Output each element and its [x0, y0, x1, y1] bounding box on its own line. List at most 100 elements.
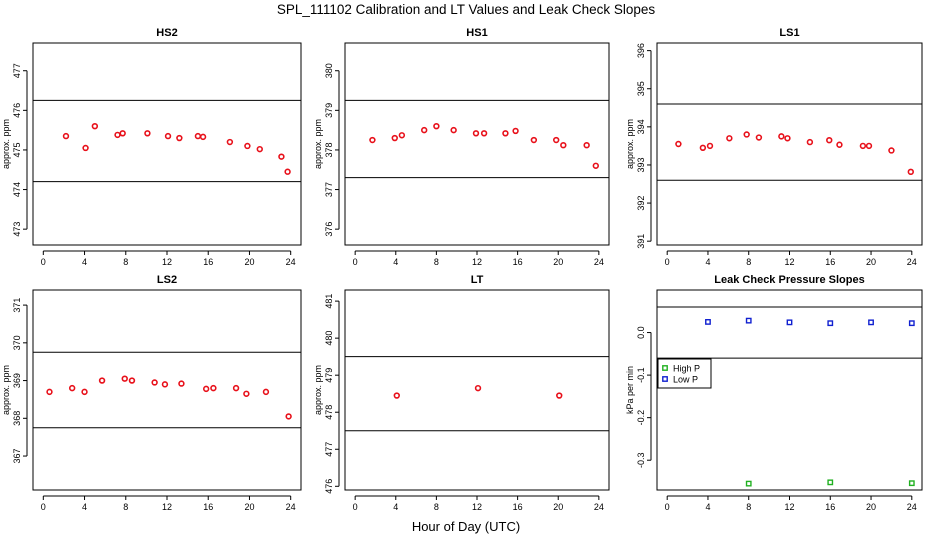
- data-point: [284, 168, 291, 175]
- data-point: [726, 135, 733, 142]
- data-point: [888, 147, 895, 154]
- y-axis-label: approx. ppm: [1, 365, 11, 415]
- y-tick-label: 476: [324, 479, 334, 494]
- data-point: [226, 138, 234, 146]
- data-point: [121, 375, 128, 382]
- legend-label: Low P: [673, 375, 698, 385]
- y-tick-label: 376: [324, 222, 334, 237]
- data-point: [472, 130, 480, 137]
- y-tick-label: 395: [636, 81, 646, 96]
- panel-ls1: LS1 0 4 8 12 16 20 24 391 392 393 394 395 396 approx. …: [625, 27, 923, 267]
- x-tick-label: 8: [746, 257, 751, 267]
- data-point: [91, 122, 99, 130]
- data-point: [556, 392, 563, 399]
- data-point: [512, 127, 519, 135]
- legend-box: [657, 358, 712, 389]
- data-point: [859, 142, 867, 150]
- x-tick-label: 12: [162, 257, 172, 267]
- data-point: [755, 134, 763, 141]
- plot-frame: [344, 42, 610, 246]
- panel-title: HS2: [156, 27, 177, 39]
- panel-title: LS2: [157, 274, 177, 286]
- y-tick-label: 480: [324, 331, 334, 346]
- x-tick-label: 24: [286, 257, 296, 267]
- x-tick-label: 20: [244, 502, 254, 512]
- y-tick-label: 391: [636, 234, 646, 249]
- y-tick-label: 477: [324, 442, 334, 457]
- x-tick-label: 20: [866, 502, 876, 512]
- data-point: [144, 130, 151, 137]
- data-point: [433, 122, 440, 130]
- y-tick-label: 0.0: [636, 326, 646, 339]
- plot-frame: [656, 42, 923, 246]
- x-tick-label: 16: [513, 257, 523, 267]
- data-point: [398, 132, 406, 139]
- data-point-low-p: [786, 319, 793, 326]
- x-tick-label: 16: [825, 257, 835, 267]
- y-tick-label: 370: [12, 335, 22, 350]
- data-point: [82, 144, 89, 152]
- data-point: [778, 133, 785, 140]
- x-tick-label: 0: [353, 257, 358, 267]
- data-point: [530, 136, 538, 144]
- data-point: [244, 142, 251, 150]
- data-point: [81, 388, 88, 396]
- y-tick-label: 368: [12, 411, 22, 426]
- x-tick-label: 0: [665, 502, 670, 512]
- y-tick-label: 481: [324, 294, 334, 309]
- panel-title: LS1: [779, 27, 799, 39]
- x-tick-label: 8: [746, 502, 751, 512]
- x-tick-label: 8: [123, 257, 128, 267]
- data-point: [176, 134, 183, 142]
- data-point-high-p: [827, 479, 834, 486]
- panel-ls2: LS2 0 4 8 12 16 20 24 367 368 369 370 371 approx. ppm: [1, 274, 302, 512]
- x-tick-label: 12: [162, 502, 172, 512]
- x-tick-label: 16: [825, 502, 835, 512]
- data-point: [806, 138, 814, 146]
- data-point: [62, 132, 70, 140]
- y-tick-label: 392: [636, 196, 646, 211]
- y-tick-label: 479: [324, 368, 334, 383]
- data-point: [552, 136, 560, 144]
- x-tick-label: 4: [82, 502, 87, 512]
- plot-frame: [344, 289, 610, 491]
- y-tick-label: 475: [12, 142, 22, 157]
- data-point-high-p: [908, 480, 915, 487]
- y-tick-label: 396: [636, 43, 646, 58]
- x-tick-label: 4: [705, 257, 710, 267]
- data-point: [210, 384, 217, 392]
- x-tick-label: 4: [705, 502, 710, 512]
- y-axis-label: approx. ppm: [1, 119, 11, 169]
- y-axis-label: approx. ppm: [313, 119, 323, 169]
- x-tick-label: 12: [472, 502, 482, 512]
- x-tick-label: 24: [594, 257, 604, 267]
- data-point: [592, 162, 599, 169]
- y-tick-label: 477: [12, 63, 22, 78]
- plot-frame: [32, 42, 302, 246]
- data-point: [202, 385, 210, 393]
- y-tick-label: 379: [324, 103, 334, 118]
- y-tick-label: 474: [12, 182, 22, 197]
- x-tick-label: 0: [353, 502, 358, 512]
- data-point: [450, 126, 457, 134]
- y-tick-label: 394: [636, 119, 646, 134]
- data-point: [502, 130, 509, 137]
- x-tick-label: 24: [907, 502, 917, 512]
- figure-title: SPL_111102 Calibration and LT Values and…: [277, 2, 656, 17]
- data-point-low-p: [705, 319, 711, 325]
- x-tick-label: 0: [41, 502, 46, 512]
- x-tick-label: 12: [472, 257, 482, 267]
- legend-marker: [662, 365, 668, 371]
- data-point-low-p: [868, 319, 874, 326]
- data-point: [675, 140, 682, 148]
- y-tick-label: -0.1: [636, 367, 646, 383]
- data-point: [699, 144, 707, 152]
- data-point-low-p: [745, 317, 752, 324]
- x-tick-label: 8: [434, 257, 439, 267]
- y-tick-label: -0.2: [636, 410, 646, 426]
- plot-frame: [656, 289, 923, 491]
- data-point: [98, 377, 106, 384]
- x-tick-label: 20: [553, 257, 563, 267]
